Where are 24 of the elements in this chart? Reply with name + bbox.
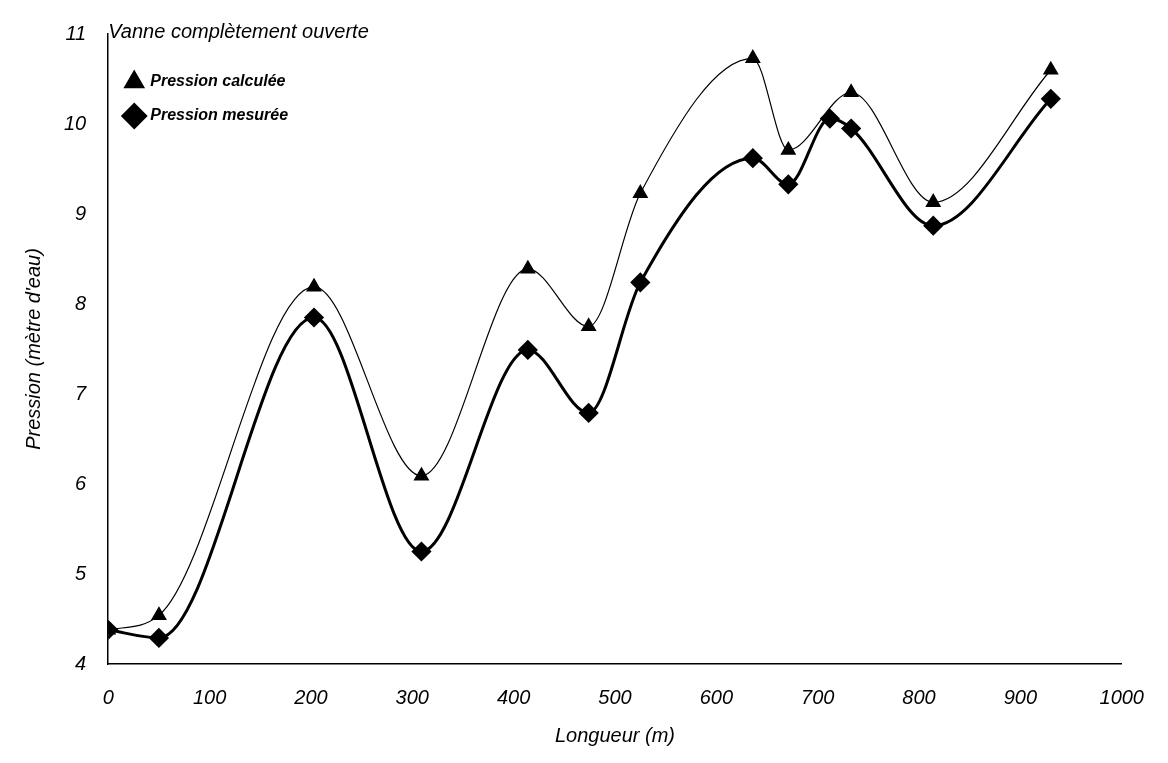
y-tick-label: 6: [75, 471, 88, 494]
x-tick-label: 500: [598, 685, 632, 708]
y-tick-label: 8: [75, 291, 87, 314]
legend-title: Vanne complètement ouverte: [108, 19, 369, 42]
x-tick-label: 300: [395, 685, 429, 708]
x-tick-label: 800: [902, 685, 936, 708]
y-tick-label: 10: [64, 111, 87, 134]
y-tick-label: 11: [65, 21, 87, 44]
y-axis-title: Pression (mètre d'eau): [21, 248, 44, 450]
y-tick-label: 4: [75, 651, 87, 674]
x-tick-label: 200: [293, 685, 328, 708]
y-tick-label: 5: [75, 561, 88, 584]
x-tick-label: 400: [496, 685, 531, 708]
x-tick-label: 1000: [1099, 685, 1144, 708]
x-axis-title: Longueur (m): [554, 723, 676, 746]
legend-label: Pression mesurée: [150, 106, 289, 124]
x-tick-label: 700: [801, 685, 835, 708]
x-tick-label: 900: [1003, 685, 1038, 708]
y-tick-label: 9: [75, 201, 87, 224]
x-tick-label: 100: [192, 685, 227, 708]
x-tick-label: 600: [699, 685, 734, 708]
y-tick-label: 7: [75, 381, 88, 404]
legend-label: Pression calculée: [150, 72, 286, 90]
x-tick-label: 0: [102, 685, 114, 708]
